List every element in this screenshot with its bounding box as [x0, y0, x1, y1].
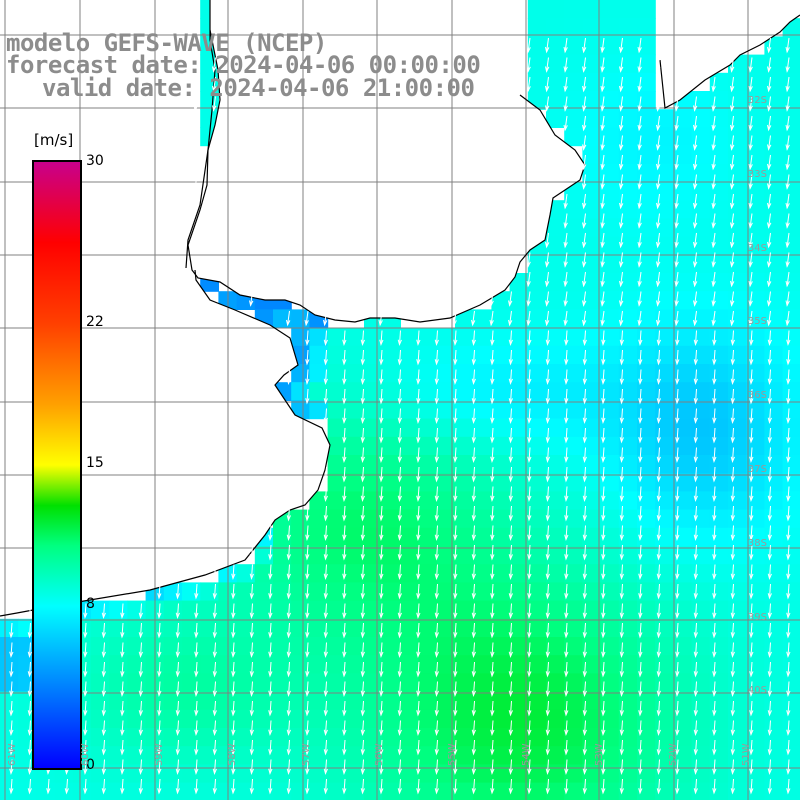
latitude-label: 32S [747, 95, 767, 106]
colorbar-tick-label: 8 [86, 595, 95, 612]
title-forecast-date: forecast date: 2024-04-06 00:00:00 [6, 51, 481, 79]
longitude-label: 53W [594, 743, 606, 766]
latitude-label: 37S [747, 464, 767, 475]
longitude-label: 54W [520, 743, 532, 766]
longitude-label: 58W [227, 743, 239, 766]
wind-arrows [9, 37, 791, 795]
title-model: modelo GEFS-WAVE (NCEP) [6, 29, 327, 57]
latitude-label: 39S [747, 611, 767, 623]
title-valid-date: valid date: 2024-04-06 21:00:00 [42, 74, 475, 102]
colorbar-unit: [m/s] [34, 131, 74, 149]
latitude-label: 34S [747, 242, 767, 254]
colorbar-tick-label: 22 [86, 314, 104, 331]
colorbar [32, 160, 82, 770]
colorbar-tick-label: 15 [86, 455, 104, 471]
coastline [0, 0, 800, 617]
longitude-label: 59W [153, 743, 165, 766]
longitude-label: 61W [7, 743, 18, 766]
longitude-label: 52W [667, 743, 679, 766]
latitude-label: 36S [747, 390, 767, 402]
longitude-label: 57W [300, 743, 312, 766]
latitude-label: 38S [747, 537, 767, 549]
latitude-label: 33S [747, 168, 767, 180]
longitude-label: 55W [447, 743, 459, 766]
colorbar-tick-label: 0 [86, 757, 95, 773]
longitude-label: 51W [741, 743, 752, 766]
longitude-label: 60W [80, 743, 92, 766]
latitude-label: 40S [747, 685, 767, 697]
longitude-label: 56W [374, 743, 385, 766]
colorbar-tick-label: 30 [86, 153, 104, 169]
latitude-label: 35S [747, 316, 767, 328]
